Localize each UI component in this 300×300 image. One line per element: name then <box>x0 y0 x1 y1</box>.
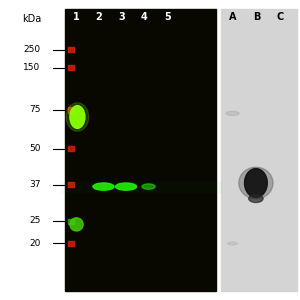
Text: 37: 37 <box>29 180 40 189</box>
Text: 150: 150 <box>23 63 40 72</box>
Ellipse shape <box>142 184 155 189</box>
Text: 250: 250 <box>23 45 40 54</box>
Text: 25: 25 <box>29 216 40 225</box>
Ellipse shape <box>70 106 85 128</box>
Text: 50: 50 <box>29 144 40 153</box>
Bar <box>68 65 74 70</box>
Bar <box>68 182 74 187</box>
Ellipse shape <box>244 169 267 197</box>
Text: C: C <box>277 11 284 22</box>
Ellipse shape <box>228 242 237 245</box>
Bar <box>68 146 74 151</box>
Bar <box>68 107 74 113</box>
Text: 4: 4 <box>141 11 147 22</box>
Text: 5: 5 <box>165 11 171 22</box>
Text: 2: 2 <box>96 11 102 22</box>
Text: 1: 1 <box>73 11 80 22</box>
Ellipse shape <box>93 183 114 190</box>
Bar <box>68 219 74 224</box>
Text: B: B <box>253 11 260 22</box>
Text: 3: 3 <box>118 11 125 22</box>
Text: kDa: kDa <box>22 14 41 23</box>
Bar <box>68 47 74 52</box>
Bar <box>64 9 216 291</box>
Bar <box>68 242 74 246</box>
Ellipse shape <box>66 103 89 131</box>
Text: 75: 75 <box>29 105 40 114</box>
Text: A: A <box>229 11 236 22</box>
Text: 20: 20 <box>29 238 40 247</box>
Ellipse shape <box>239 167 273 199</box>
Ellipse shape <box>249 195 263 203</box>
Ellipse shape <box>116 183 136 190</box>
Ellipse shape <box>226 111 239 116</box>
Bar <box>220 9 297 291</box>
Ellipse shape <box>70 218 83 231</box>
